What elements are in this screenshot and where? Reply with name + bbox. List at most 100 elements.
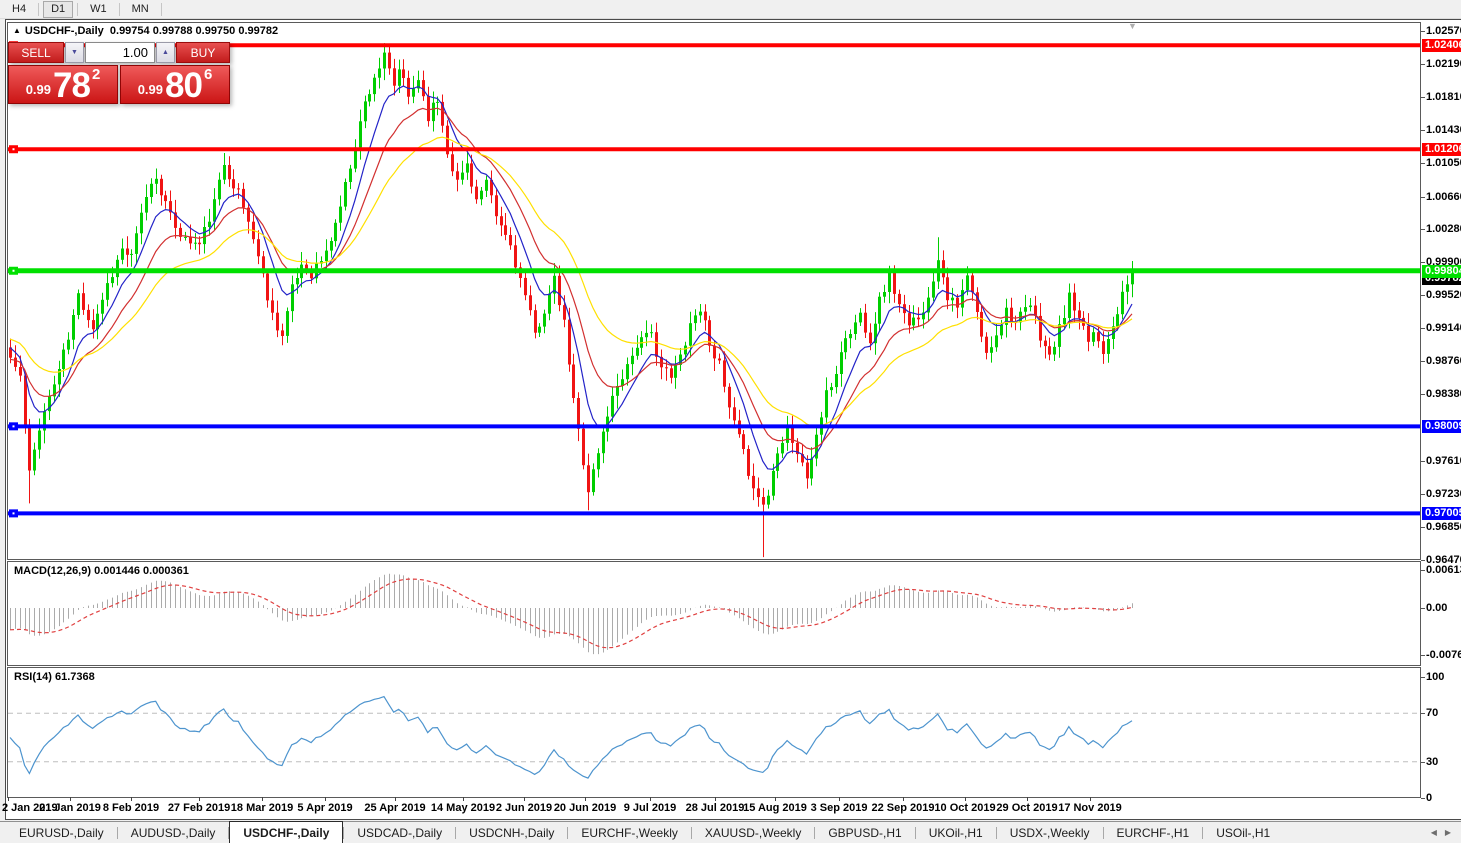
tab-audusd-daily[interactable]: AUDUSD-,Daily: [130, 825, 216, 840]
rsi-line: [9, 695, 1133, 779]
moving-average-30: [9, 136, 1133, 428]
date-tick: [70, 797, 71, 801]
tab-xauusd-weekly[interactable]: XAUUSD-,Weekly: [704, 825, 802, 840]
tab-scroll-right-icon[interactable]: ▶: [1444, 828, 1451, 837]
tab-separator: [228, 826, 230, 839]
timeframe-button-mn[interactable]: MN: [131, 2, 149, 15]
date-axis-label: 29 Oct 2019: [996, 802, 1058, 814]
date-axis-label: 9 Jul 2019: [623, 802, 677, 814]
volume-increase-button[interactable]: ▲: [156, 42, 175, 63]
tab-eurchf-weekly[interactable]: EURCHF-,Weekly: [581, 825, 678, 840]
timeframe-toolbar: H4 D1 W1 MN: [0, 0, 1461, 19]
volume-decrease-button[interactable]: ▼: [65, 42, 84, 63]
chevron-up-icon: ▲: [162, 49, 169, 56]
date-axis-label: 10 Oct 2019: [934, 802, 996, 814]
date-axis-label: 28 Jul 2019: [685, 802, 745, 814]
sell-button[interactable]: SELL: [8, 42, 64, 63]
date-tick: [463, 797, 464, 801]
level-price-badge: 0.98009: [1422, 420, 1461, 434]
date-axis-label: 21 Jan 2019: [39, 802, 101, 814]
symbol-tab-bar: EURUSD-,Daily AUDUSD-,Daily USDCHF-,Daily U…: [0, 821, 1461, 843]
date-tick: [650, 797, 651, 801]
date-axis-label: 14 May 2019: [430, 802, 496, 814]
rsi-axis-label: 100: [1421, 671, 1461, 684]
date-tick: [8, 797, 9, 801]
date-axis-label: 15 Aug 2019: [743, 802, 807, 814]
buy-price-box[interactable]: 0.99 80 6: [120, 65, 230, 104]
date-tick: [524, 797, 525, 801]
date-axis-label: 20 Jun 2019: [553, 802, 617, 814]
collapse-triangle-icon[interactable]: ▲: [13, 26, 21, 35]
macd-pane-frame: [7, 561, 1421, 666]
price-axis-label: 1.01810: [1421, 91, 1461, 104]
candles-layer: [9, 43, 1134, 558]
tab-separator: [116, 826, 118, 839]
tab-usdchf-daily[interactable]: USDCHF-,Daily: [229, 821, 344, 843]
chart-ohlc-values: 0.99754 0.99788 0.99750 0.99782: [109, 25, 279, 37]
date-tick: [965, 797, 966, 801]
rsi-axis-label: 0: [1421, 792, 1461, 805]
panel-collapse-arrow-icon[interactable]: ▼: [1128, 21, 1137, 31]
date-tick: [839, 797, 840, 801]
toolbar-separator: [38, 2, 40, 16]
date-tick: [715, 797, 716, 801]
tab-usoil-h1[interactable]: USOil-,H1: [1216, 825, 1271, 840]
date-axis-label: 3 Sep 2019: [810, 802, 868, 814]
date-axis-label: 17 Nov 2019: [1058, 802, 1122, 814]
tab-gbpusd-h1[interactable]: GBPUSD-,H1: [828, 825, 902, 840]
date-axis-label: 2 Jan 2019: [2, 802, 58, 814]
date-axis-label: 18 Mar 2019: [230, 802, 294, 814]
buy-price-big: 80: [165, 66, 203, 106]
chart-symbol-label: USDCHF-,Daily: [24, 25, 104, 37]
tab-separator: [814, 826, 816, 839]
date-axis-label: 2 Jun 2019: [495, 802, 553, 814]
date-tick: [199, 797, 200, 801]
sell-price-box[interactable]: 0.99 78 2: [8, 65, 118, 104]
tab-ukoil-h1[interactable]: UKOil-,H1: [928, 825, 983, 840]
price-chart-canvas[interactable]: [8, 23, 1420, 559]
rsi-chart-canvas[interactable]: [8, 668, 1420, 797]
rsi-axis-label: 30: [1421, 756, 1461, 769]
tab-scroll-arrows: ◀ ▶: [1421, 822, 1461, 843]
tab-eurusd-daily[interactable]: EURUSD-,Daily: [19, 825, 104, 840]
rsi-indicator-label: RSI(14) 61.7368: [14, 671, 95, 683]
price-pane-frame: [7, 22, 1421, 560]
buy-button[interactable]: BUY: [176, 42, 230, 63]
tab-scroll-left-icon[interactable]: ◀: [1430, 828, 1437, 837]
macd-axis-label: 0.00613: [1421, 564, 1461, 577]
timeframe-button-h4[interactable]: H4: [12, 2, 27, 15]
rsi-axis-label: 70: [1421, 707, 1461, 720]
tab-separator: [343, 826, 345, 839]
tab-usdcad-daily[interactable]: USDCAD-,Daily: [357, 825, 443, 840]
macd-chart-canvas[interactable]: [8, 562, 1420, 665]
timeframe-button-d1[interactable]: D1: [43, 0, 74, 18]
toolbar-separator: [118, 2, 120, 16]
date-tick: [325, 797, 326, 801]
timeframe-button-w1[interactable]: W1: [90, 2, 107, 15]
volume-input[interactable]: [85, 42, 155, 63]
tab-separator: [567, 826, 569, 839]
tab-eurchf-h1[interactable]: EURCHF-,H1: [1116, 825, 1190, 840]
date-tick: [775, 797, 776, 801]
date-tick: [903, 797, 904, 801]
date-tick: [262, 797, 263, 801]
tab-usdcnh-daily[interactable]: USDCNH-,Daily: [469, 825, 555, 840]
buy-price-prefix: 0.99: [137, 82, 164, 97]
date-tick: [131, 797, 132, 801]
price-axis-label: 1.02570: [1421, 25, 1461, 38]
macd-signal-line: [9, 578, 1133, 649]
date-axis-label: 27 Feb 2019: [167, 802, 231, 814]
macd-axis-label: 0.00: [1421, 602, 1461, 615]
tab-usdx-weekly[interactable]: USDX-,Weekly: [1009, 825, 1090, 840]
